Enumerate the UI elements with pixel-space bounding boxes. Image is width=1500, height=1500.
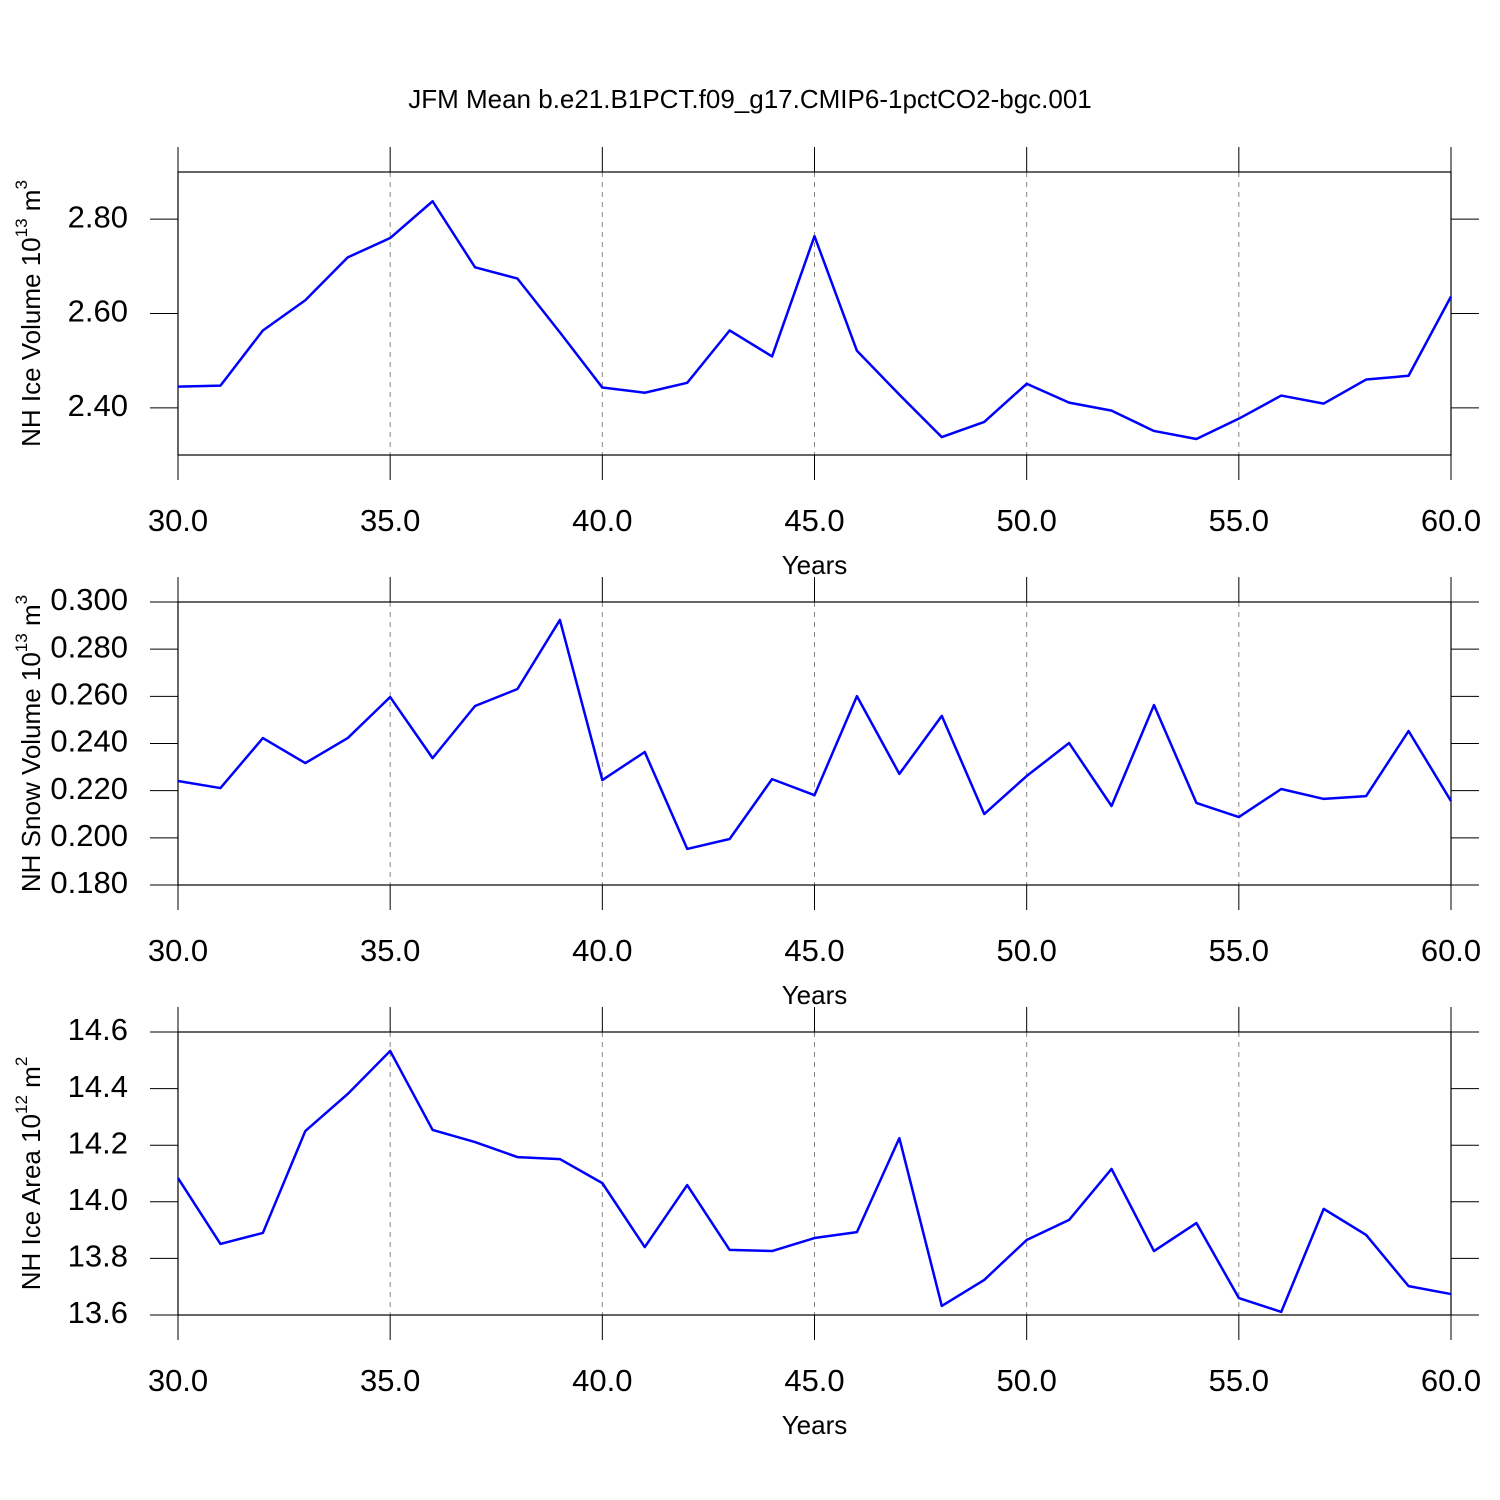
y-tick-label: 14.4 [68, 1069, 128, 1104]
plot-frame [177, 171, 1452, 456]
y-tick-label: 0.260 [50, 677, 128, 712]
x-tick-label: 45.0 [784, 933, 844, 968]
y-tick-label: 14.0 [68, 1182, 128, 1217]
y-label-unit-exponent: 3 [12, 595, 31, 604]
y-axis-label: NH Snow Volume 1013 m3 [12, 595, 45, 892]
y-axis-label: NH Ice Volume 1013 m3 [12, 180, 45, 447]
y-tick-label: 0.300 [50, 582, 128, 617]
y-label-exponent: 13 [12, 633, 31, 652]
y-tick-label: 13.8 [68, 1239, 128, 1274]
x-tick-label: 35.0 [360, 1363, 420, 1398]
y-label-unit-exponent: 3 [12, 180, 31, 189]
y-tick-label: 14.2 [68, 1125, 128, 1160]
x-tick-label: 40.0 [572, 933, 632, 968]
data-line [177, 618, 1453, 851]
y-tick-label: 0.180 [50, 865, 128, 900]
y-axis-label: NH Ice Area 1012 m2 [12, 1057, 45, 1291]
y-label-unit-exponent: 2 [12, 1057, 31, 1066]
x-axis-label: Years [782, 550, 848, 580]
y-tick-label: 2.60 [68, 294, 128, 329]
y-label-unit: m [16, 1066, 46, 1095]
y-tick-label: 14.6 [68, 1012, 128, 1047]
x-tick-label: 55.0 [1209, 933, 1269, 968]
x-tick-label: 40.0 [572, 1363, 632, 1398]
y-tick-label: 0.220 [50, 771, 128, 806]
y-label-unit: m [16, 190, 46, 219]
x-tick-label: 55.0 [1209, 1363, 1269, 1398]
x-tick-label: 30.0 [148, 1363, 208, 1398]
x-tick-label: 50.0 [996, 933, 1056, 968]
plot-frame [177, 601, 1452, 886]
x-axis-label: Years [782, 980, 848, 1010]
x-tick-label: 30.0 [148, 503, 208, 538]
y-tick-label: 0.280 [50, 629, 128, 664]
x-tick-label: 60.0 [1421, 1363, 1481, 1398]
y-label-text: NH Ice Area 10 [16, 1114, 46, 1290]
plot-frame [177, 1031, 1452, 1316]
y-label-exponent: 12 [12, 1095, 31, 1114]
x-tick-label: 35.0 [360, 933, 420, 968]
x-tick-label: 30.0 [148, 933, 208, 968]
x-tick-label: 55.0 [1209, 503, 1269, 538]
y-label-text: NH Ice Volume 10 [16, 237, 46, 447]
data-line [177, 199, 1453, 441]
x-tick-label: 40.0 [572, 503, 632, 538]
y-tick-label: 2.40 [68, 388, 128, 423]
y-tick-label: 13.6 [68, 1295, 128, 1330]
x-axis-label: Years [782, 1410, 848, 1440]
x-tick-label: 50.0 [996, 503, 1056, 538]
x-tick-label: 45.0 [784, 503, 844, 538]
x-tick-label: 50.0 [996, 1363, 1056, 1398]
data-line [176, 1049, 1452, 1314]
figure-title: JFM Mean b.e21.B1PCT.f09_g17.CMIP6-1pctC… [408, 84, 1092, 114]
x-tick-label: 60.0 [1421, 933, 1481, 968]
y-tick-label: 0.240 [50, 724, 128, 759]
y-label-unit: m [16, 604, 46, 633]
y-label-text: NH Snow Volume 10 [16, 652, 46, 892]
x-tick-label: 60.0 [1421, 503, 1481, 538]
y-tick-label: 2.80 [68, 199, 128, 234]
y-label-exponent: 13 [12, 218, 31, 237]
x-tick-label: 45.0 [784, 1363, 844, 1398]
y-tick-label: 0.200 [50, 818, 128, 853]
x-tick-label: 35.0 [360, 503, 420, 538]
